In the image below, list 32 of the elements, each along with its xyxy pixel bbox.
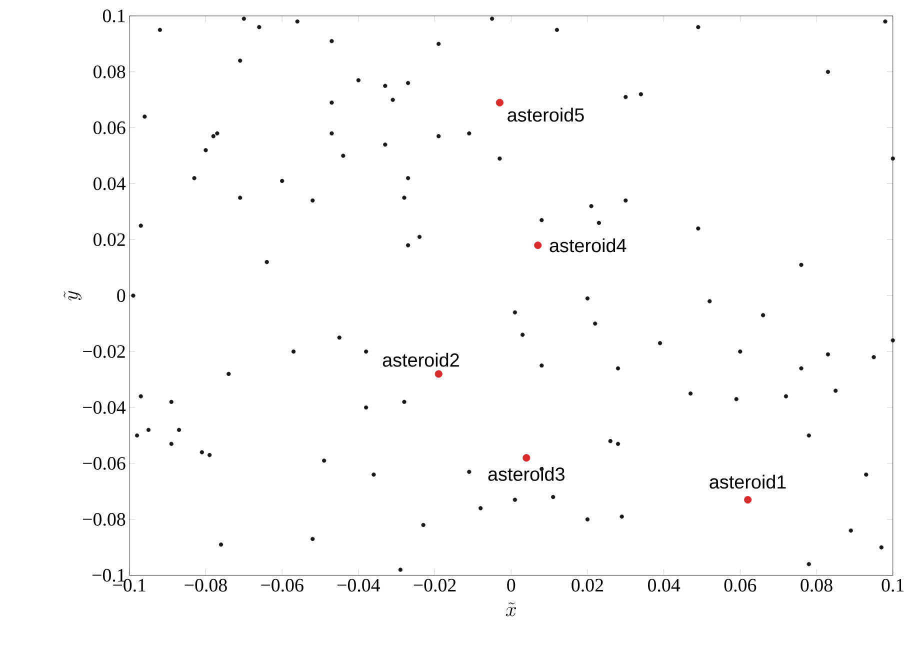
y-tick-label: 0 bbox=[117, 289, 126, 302]
point bbox=[744, 496, 752, 504]
y-tick-label: 0.04 bbox=[94, 177, 126, 190]
annotation: asteroid4 bbox=[550, 238, 626, 252]
x-tick-label: 0.1 bbox=[882, 578, 904, 592]
x-tick-label: −0.02 bbox=[414, 578, 456, 592]
y-tick-label: 0.08 bbox=[94, 65, 126, 78]
point bbox=[434, 370, 442, 378]
x-tick-label: −0.08 bbox=[184, 578, 227, 592]
point bbox=[522, 454, 530, 462]
annotation: asteroid1 bbox=[710, 474, 786, 489]
x-tick-label: 0.02 bbox=[572, 578, 603, 592]
y-tick-label: −0.08 bbox=[83, 512, 126, 526]
annotation: asteroid5 bbox=[508, 108, 584, 122]
point bbox=[534, 241, 542, 250]
y-tick-label: 0.02 bbox=[94, 233, 125, 246]
x-tick-label: 0.08 bbox=[800, 578, 832, 592]
point bbox=[496, 98, 504, 106]
annotation: asteroid3 bbox=[488, 467, 564, 481]
y-tick-label: −0.02 bbox=[83, 345, 125, 358]
y-tick-label: 0.06 bbox=[94, 121, 126, 134]
x-tick-label: 0.04 bbox=[648, 578, 680, 592]
x-axis-title: $\tilde{x}$ bbox=[506, 602, 516, 616]
y-axis-title: $\tilde{y}$ bbox=[64, 291, 82, 300]
y-tick-label: 0.1 bbox=[102, 10, 125, 22]
annotation: asteroid2 bbox=[382, 352, 459, 367]
y-tick-label: −0.04 bbox=[83, 401, 126, 414]
x-tick-label: 0 bbox=[507, 578, 516, 592]
x-tick-label: −0.06 bbox=[261, 578, 304, 592]
y-tick-label: −0.06 bbox=[83, 457, 126, 470]
x-tick-label: 0.06 bbox=[724, 578, 756, 592]
x-tick-label: −0.04 bbox=[338, 578, 380, 592]
